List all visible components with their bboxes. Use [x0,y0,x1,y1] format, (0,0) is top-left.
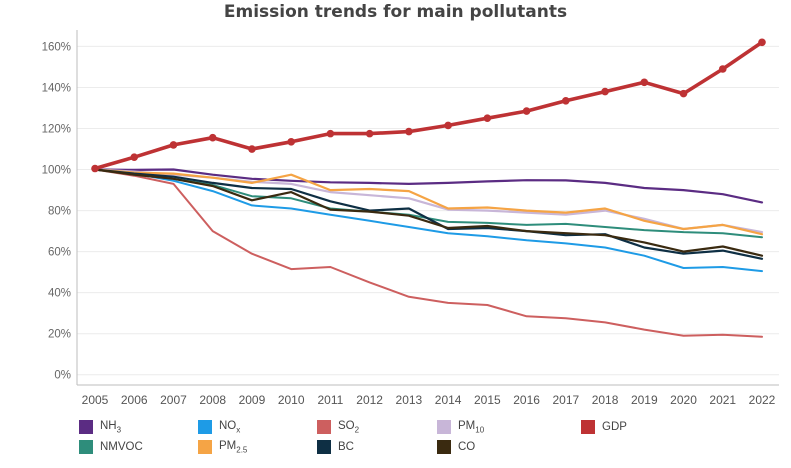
series-line-bc [93,168,764,260]
data-point-gdp [562,96,570,105]
y-tick-label: 140% [42,82,71,94]
legend-label: SO2 [338,419,360,435]
x-tick-label: 2006 [121,393,148,407]
y-tick-label: 80% [48,206,71,218]
series-line-pm25 [93,168,764,236]
series-line-nh3 [93,168,764,204]
y-tick-label: 40% [48,288,71,300]
series-line-nox [94,168,763,273]
x-tick-label: 2007 [160,393,187,407]
data-point-gdp [640,78,649,87]
legend-swatch [198,420,212,434]
data-point-gdp [91,164,99,173]
data-point-gdp [365,129,374,138]
gridlines [77,45,779,376]
data-point-gdp [169,141,178,149]
legend-label: GDP [602,421,627,433]
x-tick-label: 2017 [552,393,579,407]
x-tick-label: 2019 [631,393,658,407]
x-tick-label: 2022 [749,393,776,407]
x-axis-ticks: 2005 2006 2007 2008 2009 2010 2011 2012 2013 2014… [82,393,776,407]
y-tick-label: 120% [42,123,71,135]
legend-label: NOx [219,419,241,435]
legend-label: NMVOC [100,441,143,453]
x-tick-label: 2018 [592,393,619,407]
data-point-gdp [522,107,531,115]
legend-swatch [437,420,451,434]
y-tick-label: 20% [48,329,71,341]
x-tick-label: 2015 [474,393,501,407]
x-tick-label: 2016 [513,393,540,407]
y-tick-label: 60% [48,247,71,259]
legend-item-nmvoc: NMVOC [79,439,143,455]
y-tick-label: 0% [54,370,71,382]
x-tick-label: 2021 [709,393,736,407]
legend-swatch [581,420,595,434]
legend-swatch [317,440,331,454]
y-tick-label: 160% [42,41,71,53]
series-line-co [93,168,764,257]
legend-swatch [79,440,93,454]
y-axis-ticks: 0% 20% 40% 60% 80% 100% 120% 140% 160% [42,41,71,381]
legend-swatch [198,440,212,454]
legend-swatch [79,420,93,434]
legend-label: PM2.5 [219,439,248,455]
data-point-gdp [130,153,139,162]
x-tick-label: 2013 [396,393,423,407]
legend-item-pm25: PM2.5 [198,439,247,455]
legend-swatch [317,420,331,434]
y-tick-label: 100% [42,165,71,177]
data-point-gdp [679,89,688,98]
legend-item-nh3: NH3 [79,419,121,435]
series-line-so2 [94,168,763,338]
x-tick-label: 2012 [356,393,383,407]
data-point-gdp [758,38,766,47]
legend-item-gdp: GDP [581,419,627,435]
legend-label: BC [338,441,354,453]
data-point-gdp [718,65,727,73]
data-point-gdp [405,127,413,136]
x-tick-label: 2008 [199,393,226,407]
legend-item-bc: BC [317,439,354,455]
legend-swatch [437,440,451,454]
legend-label: NH3 [100,419,122,435]
series-line-gdp [93,40,764,171]
x-tick-label: 2005 [82,393,109,407]
x-tick-label: 2020 [670,393,697,407]
x-tick-label: 2011 [318,393,344,407]
legend-item-so2: SO2 [317,419,359,435]
chart-title: Emission trends for main pollutants [223,2,568,22]
data-point-gdp [483,114,492,123]
legend-item-nox: NOx [198,419,240,435]
x-tick-label: 2010 [278,393,305,407]
legend-item-co: CO [437,439,475,455]
legend-label: CO [458,441,476,453]
data-point-gdp [248,145,256,153]
x-tick-label: 2009 [239,393,266,407]
data-point-gdp [444,121,452,130]
series-lines [91,38,766,338]
x-tick-label: 2014 [435,393,462,407]
data-point-gdp [208,133,217,142]
axes [76,30,779,386]
legend-item-pm10: PM10 [437,419,484,435]
data-point-gdp [601,87,609,96]
legend-label: PM10 [458,419,485,435]
data-point-gdp [326,129,335,138]
data-point-gdp [287,138,295,146]
